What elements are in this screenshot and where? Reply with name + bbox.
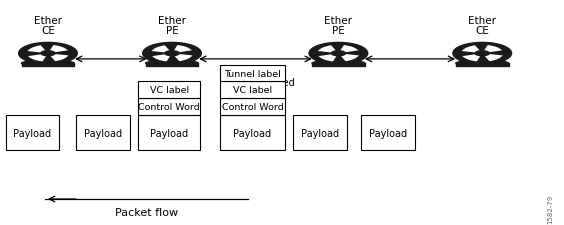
Bar [220,116,285,151]
Text: PE: PE [166,26,178,36]
Bar [146,64,199,67]
Ellipse shape [312,61,365,67]
Ellipse shape [146,61,199,67]
Wedge shape [152,46,169,53]
Text: VC label: VC label [233,86,272,95]
Bar [138,82,200,99]
Bar [220,65,285,82]
Text: Control Word: Control Word [222,103,283,112]
Wedge shape [485,55,503,62]
Wedge shape [341,46,358,53]
Wedge shape [319,55,336,62]
Text: Payload: Payload [369,128,407,138]
Wedge shape [462,55,480,62]
Wedge shape [174,46,192,53]
Ellipse shape [453,43,512,65]
Text: Tunnel label: Tunnel label [224,69,281,78]
Text: Ether: Ether [468,16,496,26]
Wedge shape [28,46,45,53]
Bar [312,64,365,67]
Text: Payload: Payload [301,128,339,138]
Ellipse shape [21,61,74,67]
Text: Payload: Payload [14,128,51,138]
Bar [76,116,130,151]
Bar [361,116,415,151]
Wedge shape [175,55,192,62]
Text: PE: PE [332,26,345,36]
Wedge shape [152,55,170,62]
Wedge shape [318,46,336,53]
Ellipse shape [143,43,201,65]
Bar [220,99,285,116]
Bar [21,64,74,67]
Wedge shape [28,55,46,62]
Bar [220,82,285,99]
Bar [293,116,347,151]
Circle shape [168,52,176,56]
Text: Packet flow: Packet flow [115,207,178,217]
Text: Ether: Ether [34,16,62,26]
Bar [138,116,200,151]
Text: MPLS emulated
VC Type 5: MPLS emulated VC Type 5 [219,78,294,99]
Wedge shape [51,55,68,62]
Wedge shape [341,55,359,62]
Text: Payload: Payload [233,128,271,138]
Text: Control Word: Control Word [138,103,200,112]
Text: Ether: Ether [324,16,352,26]
Text: Payload: Payload [150,128,188,138]
Ellipse shape [19,43,77,65]
Ellipse shape [456,61,509,67]
Text: 1582-79: 1582-79 [547,194,553,223]
Text: VC label: VC label [149,86,189,95]
Wedge shape [462,46,479,53]
Wedge shape [50,46,68,53]
Circle shape [334,52,342,56]
Bar [138,99,200,116]
Circle shape [44,52,52,56]
Circle shape [478,52,486,56]
Bar [6,116,59,151]
Text: CE: CE [475,26,489,36]
Ellipse shape [309,43,368,65]
Bar [456,64,509,67]
Text: CE: CE [41,26,55,36]
Wedge shape [484,46,502,53]
Text: Payload: Payload [84,128,122,138]
Text: Ether: Ether [158,16,186,26]
